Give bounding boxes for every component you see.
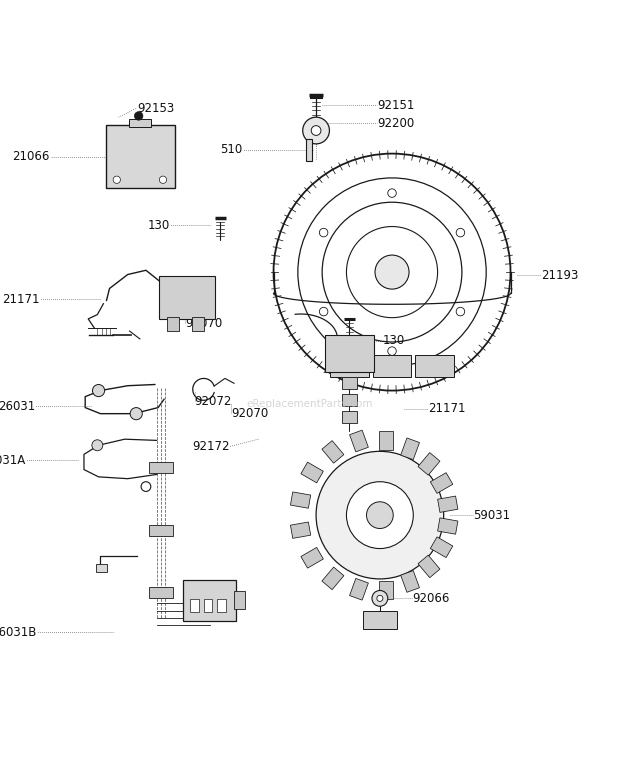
Bar <box>438 496 458 512</box>
FancyBboxPatch shape <box>325 335 374 372</box>
Bar <box>149 525 173 537</box>
Text: 130: 130 <box>383 335 405 348</box>
Bar <box>290 492 311 508</box>
Text: 92070: 92070 <box>231 407 268 420</box>
Text: 92066: 92066 <box>412 592 450 605</box>
Text: 92153: 92153 <box>137 102 174 115</box>
Text: 130: 130 <box>148 219 171 231</box>
Bar <box>96 564 107 571</box>
FancyBboxPatch shape <box>159 276 215 319</box>
Circle shape <box>303 117 329 144</box>
Circle shape <box>135 112 143 120</box>
Bar <box>301 462 324 483</box>
Circle shape <box>377 595 383 601</box>
Bar <box>342 394 356 406</box>
Circle shape <box>388 347 396 355</box>
Bar <box>379 431 392 450</box>
Text: 510: 510 <box>219 144 242 156</box>
FancyBboxPatch shape <box>106 125 174 188</box>
Bar <box>322 567 344 590</box>
Bar <box>379 581 392 599</box>
Bar <box>350 430 368 452</box>
Text: 92200: 92200 <box>377 117 414 130</box>
Circle shape <box>375 255 409 289</box>
Circle shape <box>311 125 321 135</box>
Bar <box>217 599 226 612</box>
Text: 59031: 59031 <box>473 508 510 521</box>
Circle shape <box>130 408 143 420</box>
Text: 92151: 92151 <box>377 98 414 112</box>
Text: 26031A: 26031A <box>0 454 25 467</box>
Bar <box>401 571 420 592</box>
FancyBboxPatch shape <box>363 611 397 629</box>
Circle shape <box>319 228 328 237</box>
FancyBboxPatch shape <box>183 580 236 621</box>
Bar <box>430 537 453 558</box>
Text: 21066: 21066 <box>12 150 50 163</box>
Bar <box>129 119 151 128</box>
Bar <box>430 473 453 494</box>
Text: 92172: 92172 <box>192 440 230 453</box>
Circle shape <box>159 176 167 183</box>
Bar <box>418 453 440 475</box>
Text: 21171: 21171 <box>2 293 40 306</box>
Circle shape <box>316 451 444 579</box>
Bar <box>192 317 203 331</box>
Bar <box>149 588 173 598</box>
Text: 92070: 92070 <box>185 318 223 330</box>
Text: 26031B: 26031B <box>0 626 37 639</box>
Bar <box>342 377 356 389</box>
Bar <box>438 518 458 534</box>
Bar <box>306 139 312 161</box>
Bar <box>301 548 324 568</box>
Bar <box>415 355 454 378</box>
Circle shape <box>92 384 105 397</box>
Circle shape <box>388 189 396 198</box>
Bar <box>373 355 412 378</box>
Text: 26031: 26031 <box>0 400 35 413</box>
Circle shape <box>372 591 388 606</box>
Bar <box>149 461 173 473</box>
Bar <box>342 411 356 423</box>
Bar <box>234 591 245 609</box>
Bar <box>330 355 369 378</box>
Circle shape <box>347 481 414 548</box>
Bar <box>290 522 311 538</box>
Circle shape <box>456 308 464 316</box>
Bar <box>418 555 440 578</box>
Circle shape <box>92 440 103 451</box>
Bar <box>401 438 420 460</box>
Text: eReplacementParts.com: eReplacementParts.com <box>247 399 373 409</box>
Text: 92072: 92072 <box>195 395 232 408</box>
Text: 21171: 21171 <box>428 402 466 415</box>
Circle shape <box>113 176 120 183</box>
Bar <box>350 578 368 600</box>
Circle shape <box>319 308 328 316</box>
Bar <box>322 441 344 463</box>
Bar <box>190 599 199 612</box>
Bar <box>203 599 212 612</box>
Circle shape <box>456 228 464 237</box>
Bar <box>167 317 179 331</box>
Circle shape <box>366 501 393 528</box>
Text: 21193: 21193 <box>541 268 578 281</box>
